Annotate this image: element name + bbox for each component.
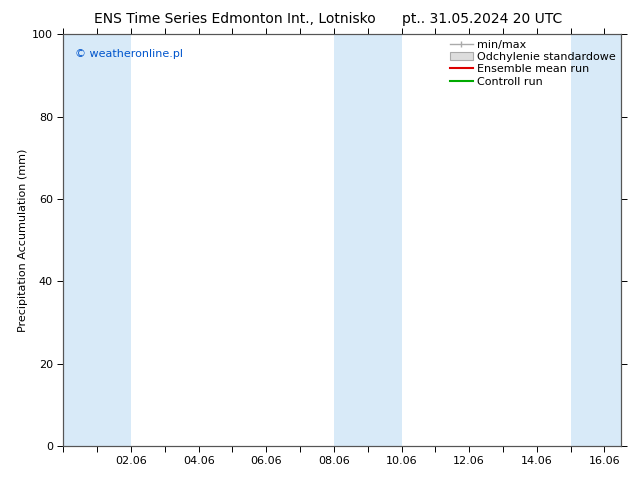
Bar: [571, 34, 621, 446]
Legend: min/max, Odchylenie standardowe, Ensemble mean run, Controll run: min/max, Odchylenie standardowe, Ensembl…: [448, 38, 618, 89]
Bar: [63, 34, 131, 446]
Bar: [334, 34, 401, 446]
Y-axis label: Precipitation Accumulation (mm): Precipitation Accumulation (mm): [18, 148, 28, 332]
Text: pt.. 31.05.2024 20 UTC: pt.. 31.05.2024 20 UTC: [402, 12, 562, 26]
Text: ENS Time Series Edmonton Int., Lotnisko: ENS Time Series Edmonton Int., Lotnisko: [94, 12, 375, 26]
Text: © weatheronline.pl: © weatheronline.pl: [75, 49, 183, 59]
